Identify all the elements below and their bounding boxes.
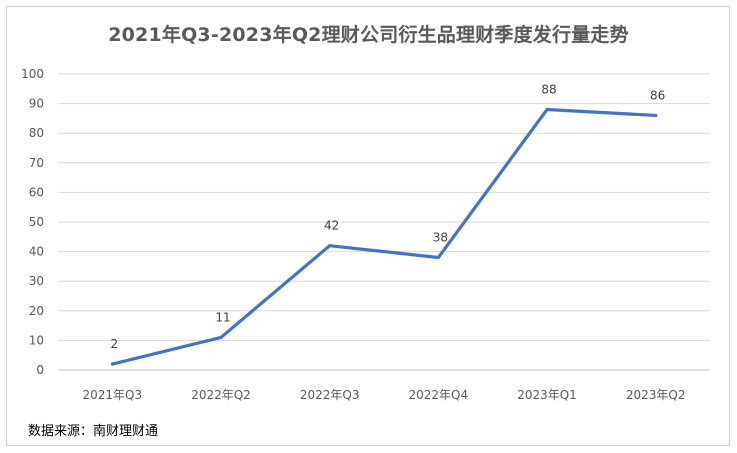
- y-tick-label: 40: [29, 245, 44, 259]
- y-tick-label: 20: [29, 304, 44, 318]
- x-tick-label: 2023年Q1: [517, 388, 577, 402]
- y-tick-label: 50: [29, 215, 44, 229]
- data-label: 88: [541, 83, 556, 97]
- x-tick-label: 2021年Q3: [83, 388, 143, 402]
- data-label: 11: [215, 310, 230, 324]
- y-tick-label: 60: [29, 185, 44, 199]
- y-tick-label: 100: [21, 67, 44, 81]
- source-note: 数据来源：南财理财通: [28, 424, 159, 439]
- data-label: 86: [650, 88, 665, 102]
- series-layer: [110, 107, 658, 366]
- data-point: [328, 244, 332, 248]
- data-label: 42: [324, 219, 339, 233]
- chart-frame: [6, 6, 730, 446]
- data-label: 38: [433, 231, 448, 245]
- chart-title: 2021年Q3-2023年Q2理财公司衍生品理财季度发行量走势: [108, 24, 629, 46]
- data-point: [654, 113, 658, 117]
- x-axis-ticks: 2021年Q3 2022年Q2 2022年Q3 2022年Q4 2023年Q1 2023年…: [83, 388, 686, 402]
- data-label: 2: [111, 337, 119, 351]
- y-tick-label: 0: [36, 363, 44, 377]
- data-point: [436, 256, 440, 260]
- x-tick-label: 2023年Q2: [626, 388, 686, 402]
- gridlines: [58, 73, 710, 371]
- series-line: [110, 107, 658, 366]
- x-tick-label: 2022年Q3: [300, 388, 360, 402]
- y-tick-label: 30: [29, 274, 44, 288]
- y-axis-ticks: 0 10 20 30 40 50 60 70 80 90 100: [21, 67, 44, 377]
- data-point: [219, 335, 223, 339]
- y-tick-label: 90: [29, 97, 44, 111]
- y-tick-label: 70: [29, 156, 44, 170]
- data-labels: 2 11 42 38 88 86: [111, 83, 666, 352]
- data-point: [110, 362, 114, 366]
- y-tick-label: 80: [29, 126, 44, 140]
- data-point: [545, 108, 549, 112]
- x-tick-label: 2022年Q2: [191, 388, 251, 402]
- y-tick-label: 10: [29, 333, 44, 347]
- x-tick-label: 2022年Q4: [409, 388, 469, 402]
